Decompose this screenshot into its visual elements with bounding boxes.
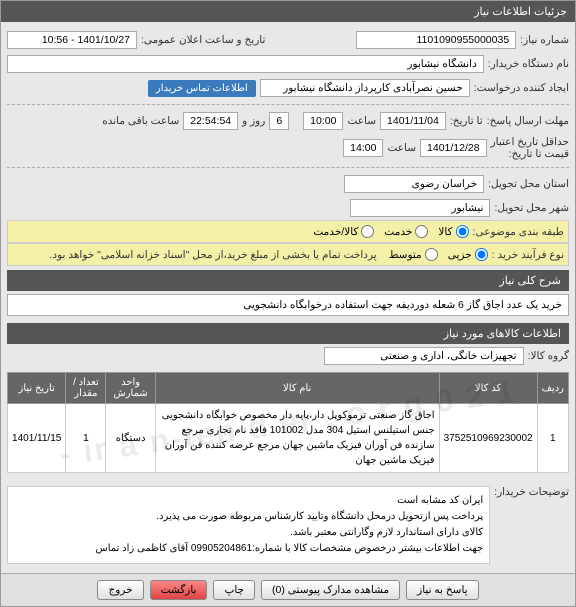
radio-service-label: خدمت <box>384 226 412 238</box>
th-unit: واحد شمارش <box>106 373 155 404</box>
province-value: خراسان رضوی <box>344 175 484 193</box>
buyer-org-value: دانشگاه نیشابور <box>7 55 484 73</box>
time-label-1: ساعت <box>347 115 376 127</box>
th-code: کد کالا <box>439 373 537 404</box>
need-number-label: شماره نیاز: <box>520 34 569 46</box>
buyer-notes-text: ایران کد مشابه است پرداخت پس ازتحویل درم… <box>7 486 490 564</box>
buyer-notes-label: توضیحات خریدار: <box>494 482 569 498</box>
goods-table: ردیف کد کالا نام کالا واحد شمارش تعداد /… <box>7 372 569 473</box>
remain-suffix: ساعت باقی مانده <box>102 115 179 127</box>
public-datetime-value: 1401/10/27 - 10:56 <box>7 31 137 49</box>
deadline-date: 1401/11/04 <box>380 112 446 130</box>
deadline-time: 10:00 <box>303 112 343 130</box>
respond-button[interactable]: پاسخ به نیاز <box>406 580 478 600</box>
row-general-desc: خرید یک عدد اجاق گاز 6 شعله دوردیفه جهت … <box>7 291 569 319</box>
td-code: 3752510969230002 <box>439 404 537 473</box>
buyer-org-label: نام دستگاه خریدار: <box>488 58 569 70</box>
radio-mid[interactable]: متوسط <box>389 248 438 261</box>
row-validity: حداقل تاریخ اعتبار قیمت تا تاریخ: 1401/1… <box>7 133 569 163</box>
exit-button[interactable]: خروج <box>97 580 143 600</box>
deadline-label: مهلت ارسال پاسخ: <box>487 115 569 127</box>
goods-group-label: گروه کالا: <box>528 350 569 362</box>
city-label: شهر محل تحویل: <box>494 202 569 214</box>
table-row: 1 3752510969230002 اجاق گاز صنعتی ترموکو… <box>8 404 569 473</box>
public-datetime-label: تاریخ و ساعت اعلان عمومی: <box>141 34 265 46</box>
remain-time: 22:54:54 <box>183 112 238 130</box>
td-name: اجاق گاز صنعتی ترموکوپل دار،پایه دار مخص… <box>155 404 439 473</box>
row-requester: ایجاد کننده درخواست: حسین نصرآبادی کارپر… <box>7 76 569 100</box>
panel-title: جزئیات اطلاعات نیاز <box>1 1 575 22</box>
process-label: نوع فرآیند خرید : <box>492 249 564 261</box>
process-radio-group: جزیی متوسط <box>389 248 488 261</box>
radio-low-input[interactable] <box>475 248 488 261</box>
th-name: نام کالا <box>155 373 439 404</box>
radio-goods-input[interactable] <box>456 225 469 238</box>
td-qty: 1 <box>66 404 106 473</box>
row-province: استان محل تحویل: خراسان رضوی <box>7 172 569 196</box>
radio-mid-label: متوسط <box>389 249 422 261</box>
contact-info-button[interactable]: اطلاعات تماس خریدار <box>148 80 256 97</box>
time-label-2: ساعت <box>387 142 416 154</box>
td-date: 1401/11/15 <box>8 404 66 473</box>
need-number-value: 1101090955000035 <box>356 31 516 49</box>
process-note: پرداخت تمام یا بخشی از مبلغ خرید،از محل … <box>50 249 377 261</box>
radio-gs-label: کالا/خدمت <box>313 226 358 238</box>
row-city: شهر محل تحویل: نیشابور <box>7 196 569 220</box>
province-label: استان محل تحویل: <box>488 178 569 190</box>
print-button[interactable]: چاپ <box>213 580 255 600</box>
radio-goods-service[interactable]: کالا/خدمت <box>313 225 374 238</box>
th-date: تاریخ نیاز <box>8 373 66 404</box>
validity-time: 14:00 <box>343 139 383 157</box>
validity-sub: قیمت تا تاریخ: <box>491 148 569 160</box>
radio-low[interactable]: جزیی <box>448 248 488 261</box>
radio-goods[interactable]: کالا <box>438 225 468 238</box>
row-deadline: مهلت ارسال پاسخ: تا تاریخ: 1401/11/04 سا… <box>7 109 569 133</box>
table-wrap: ir a n-ten d er . o r g 0 2 1 - ردیف کد … <box>7 372 569 473</box>
validity-date: 1401/12/28 <box>420 139 487 157</box>
th-qty: تعداد / مقدار <box>66 373 106 404</box>
goods-info-bar: اطلاعات کالاهای مورد نیاز <box>7 323 569 344</box>
radio-goods-label: کالا <box>438 226 452 238</box>
radio-gs-input[interactable] <box>361 225 374 238</box>
validity-label: حداقل تاریخ اعتبار <box>491 136 569 148</box>
row-goods-group: گروه کالا: تجهیزات خانگی، اداری و صنعتی <box>7 344 569 368</box>
topic-group-label: طبقه بندی موضوعی: <box>473 226 564 238</box>
table-header-row: ردیف کد کالا نام کالا واحد شمارش تعداد /… <box>8 373 569 404</box>
row-buyer-notes: توضیحات خریدار: ایران کد مشابه است پرداخ… <box>7 479 569 567</box>
deadline-until: تا تاریخ: <box>450 115 483 127</box>
general-desc-bar: شرح کلی نیاز <box>7 270 569 291</box>
td-idx: 1 <box>537 404 568 473</box>
general-desc-text: خرید یک عدد اجاق گاز 6 شعله دوردیفه جهت … <box>7 294 569 316</box>
td-unit: دستگاه <box>106 404 155 473</box>
topic-radio-group: کالا خدمت کالا/خدمت <box>313 225 468 238</box>
back-button[interactable]: بازگشت <box>150 580 208 600</box>
remain-days-label: روز و <box>242 115 265 127</box>
th-idx: ردیف <box>537 373 568 404</box>
goods-group-value: تجهیزات خانگی، اداری و صنعتی <box>324 347 524 365</box>
city-value: نیشابور <box>350 199 490 217</box>
radio-service-input[interactable] <box>415 225 428 238</box>
footer-buttons: پاسخ به نیاز مشاهده مدارک پیوستی (0) چاپ… <box>1 573 575 606</box>
requester-label: ایجاد کننده درخواست: <box>474 82 569 94</box>
remain-days: 6 <box>269 112 289 130</box>
row-need-number: شماره نیاز: 1101090955000035 تاریخ و ساع… <box>7 28 569 52</box>
attachments-button[interactable]: مشاهده مدارک پیوستی (0) <box>261 580 400 600</box>
row-process: نوع فرآیند خرید : جزیی متوسط پرداخت تمام… <box>7 243 569 266</box>
row-topic-group: طبقه بندی موضوعی: کالا خدمت کالا/خدمت <box>7 220 569 243</box>
requester-value: حسین نصرآبادی کارپرداز دانشگاه نیشابور <box>260 79 470 97</box>
panel-body: شماره نیاز: 1101090955000035 تاریخ و ساع… <box>1 22 575 573</box>
radio-service[interactable]: خدمت <box>384 225 428 238</box>
radio-mid-input[interactable] <box>425 248 438 261</box>
radio-low-label: جزیی <box>448 249 472 261</box>
row-buyer-org: نام دستگاه خریدار: دانشگاه نیشابور <box>7 52 569 76</box>
details-panel: جزئیات اطلاعات نیاز شماره نیاز: 11010909… <box>0 0 576 607</box>
